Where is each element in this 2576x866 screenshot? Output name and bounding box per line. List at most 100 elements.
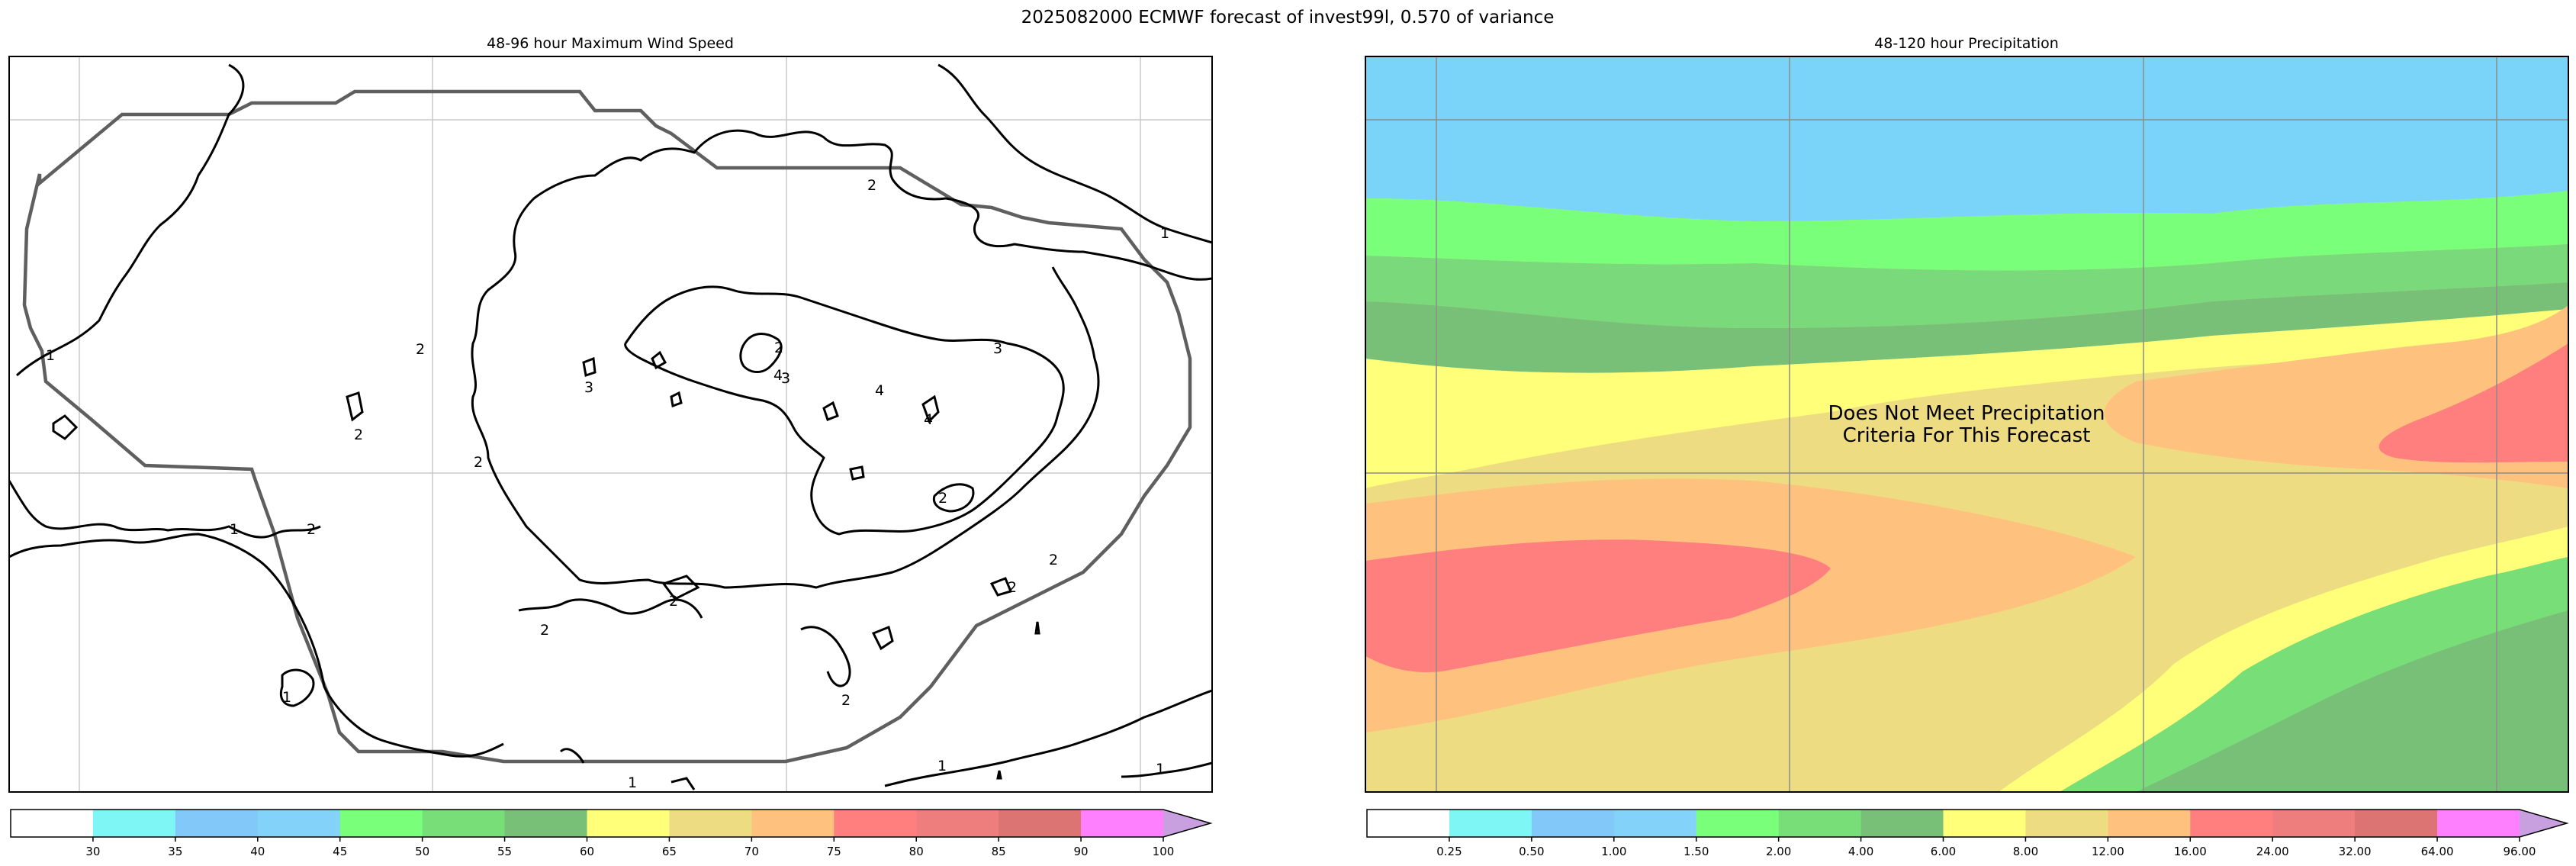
contour-label: 1	[230, 521, 239, 538]
colorbar-tick-label: 64.00	[2421, 845, 2454, 858]
colorbar-tick-label: 4.00	[1848, 845, 1873, 858]
colorbar-tick-label: 70	[744, 845, 759, 858]
contour-label: 2	[938, 490, 947, 507]
colorbar-segment	[1696, 810, 1780, 837]
contour-label: 2	[416, 341, 425, 358]
colorbar-tick-label: 2.00	[1766, 845, 1791, 858]
contour-label: 2	[354, 427, 363, 443]
colorbar-tick-label: 50	[415, 845, 429, 858]
colorbar-segment	[834, 810, 917, 837]
left-map-background	[9, 56, 1212, 792]
colorbar-tick-label: 40	[250, 845, 265, 858]
colorbar-extend-arrow	[1163, 810, 1211, 837]
colorbar-tick-label: 6.00	[1931, 845, 1956, 858]
colorbar-tick-label: 100	[1153, 845, 1175, 858]
colorbar-tick-label: 8.00	[2013, 845, 2038, 858]
contour-label: 1	[937, 758, 947, 774]
precip-band	[1365, 244, 2568, 328]
left-map-frame	[8, 56, 1213, 793]
colorbar-tick-label: 90	[1074, 845, 1089, 858]
colorbar-segment	[2272, 810, 2356, 837]
contour-label: 1	[46, 347, 55, 364]
colorbar-tick-label: 96.00	[2504, 845, 2536, 858]
colorbar-outline	[1366, 809, 2569, 838]
contour-label: 3	[993, 340, 1002, 357]
colorbar-segment	[11, 810, 94, 837]
right-map: Does Not Meet Precipitation Criteria For…	[1365, 56, 2568, 792]
right-panel-title: 48-120 hour Precipitation	[1874, 35, 2059, 52]
colorbar-tick-label: 32.00	[2339, 845, 2372, 858]
left-contour-labels: 1 1 1 1 1 1 1 2 2 2 2 2 2 2 2 2 2 2 2 3 …	[46, 177, 1169, 791]
precip-band	[1365, 539, 1831, 672]
colorbar-segment	[1778, 810, 1862, 837]
colorbar-segment	[1943, 810, 2026, 837]
precip-band	[1365, 56, 2568, 221]
colorbar-tick-label: 85	[992, 845, 1006, 858]
colorbar-segment	[999, 810, 1082, 837]
colorbar-tick-label: 24.00	[2256, 845, 2289, 858]
colorbar-segment	[1367, 810, 1450, 837]
colorbar-outline	[10, 809, 1213, 838]
colorbar-tick-label: 0.50	[1519, 845, 1544, 858]
contour-label: 2	[1008, 579, 1017, 596]
colorbar-tick-label: 35	[168, 845, 182, 858]
colorbar-tick-label: 55	[497, 845, 512, 858]
contour-label: 1	[1156, 761, 1165, 777]
colorbar-segment	[1449, 810, 1532, 837]
precip-band	[1365, 191, 2568, 271]
colorbar-segment	[257, 810, 341, 837]
left-gray-boundary	[22, 89, 1192, 764]
colorbar-extend-arrow	[2520, 810, 2567, 837]
contour-label: 1	[628, 774, 637, 791]
wind-speed-colorbar: 30 35 40 45 50 55 60 65 70 75 80 85 90 100	[10, 809, 1213, 858]
contour-label: 1	[282, 689, 291, 706]
colorbar-segment	[1531, 810, 1615, 837]
precip-band	[1365, 282, 2568, 373]
colorbar-tick-label: 12.00	[2092, 845, 2124, 858]
precipitation-colorbar: 0.25 0.50 1.00 1.50 2.00 4.00 6.00 8.00 12.00 16.…	[1366, 809, 2569, 858]
precip-annotation-line1: Does Not Meet Precipitation	[1828, 402, 2105, 425]
colorbar-segment	[422, 810, 506, 837]
left-contours	[9, 63, 1212, 790]
colorbar-tick-label: 75	[827, 845, 841, 858]
contour-label: 3	[584, 379, 593, 396]
contour-label: 2	[841, 692, 851, 709]
colorbar-tick-label: 30	[85, 845, 100, 858]
contour-label: 4	[773, 367, 783, 384]
colorbar-segment	[1081, 810, 1164, 837]
colorbar-segment	[339, 810, 423, 837]
colorbar-segment	[1860, 810, 1944, 837]
colorbar-tick-label: 16.00	[2174, 845, 2207, 858]
colorbar-segment	[175, 810, 259, 837]
contour-label: 2	[867, 177, 876, 194]
colorbar-tick-label: 1.00	[1601, 845, 1626, 858]
colorbar-segment	[2108, 810, 2191, 837]
contour-label: 2	[669, 593, 678, 610]
colorbar-segment	[916, 810, 999, 837]
colorbar-tick-label: 1.50	[1684, 845, 1709, 858]
colorbar-segment	[2190, 810, 2273, 837]
precip-annotation-line2: Criteria For This Forecast	[1843, 424, 2091, 447]
colorbar-segment	[2355, 810, 2438, 837]
contour-label: 2	[540, 622, 549, 639]
colorbar-segment	[92, 810, 176, 837]
colorbar-segment	[504, 810, 587, 837]
contour-label: 3	[781, 370, 790, 387]
precip-band	[1365, 309, 2568, 488]
contour-label: 4	[924, 411, 933, 428]
precip-band	[2136, 610, 2568, 792]
colorbar-segment	[2025, 810, 2108, 837]
colorbar-tick-label: 60	[580, 845, 594, 858]
left-map: 1 1 1 1 1 1 1 2 2 2 2 2 2 2 2 2 2 2 2 3 …	[9, 56, 1212, 792]
colorbar-tick-label: 0.25	[1436, 845, 1462, 858]
colorbar-tick-label: 65	[662, 845, 677, 858]
colorbar-tick-label: 80	[909, 845, 924, 858]
colorbar-segment	[587, 810, 670, 837]
colorbar-segment	[751, 810, 835, 837]
right-map-frame	[1365, 56, 2569, 793]
figure-title: 2025082000 ECMWF forecast of invest99l, …	[1021, 8, 1555, 27]
contour-label: 2	[1049, 552, 1058, 568]
left-gridlines	[9, 56, 1212, 792]
contour-label: 4	[875, 382, 884, 399]
